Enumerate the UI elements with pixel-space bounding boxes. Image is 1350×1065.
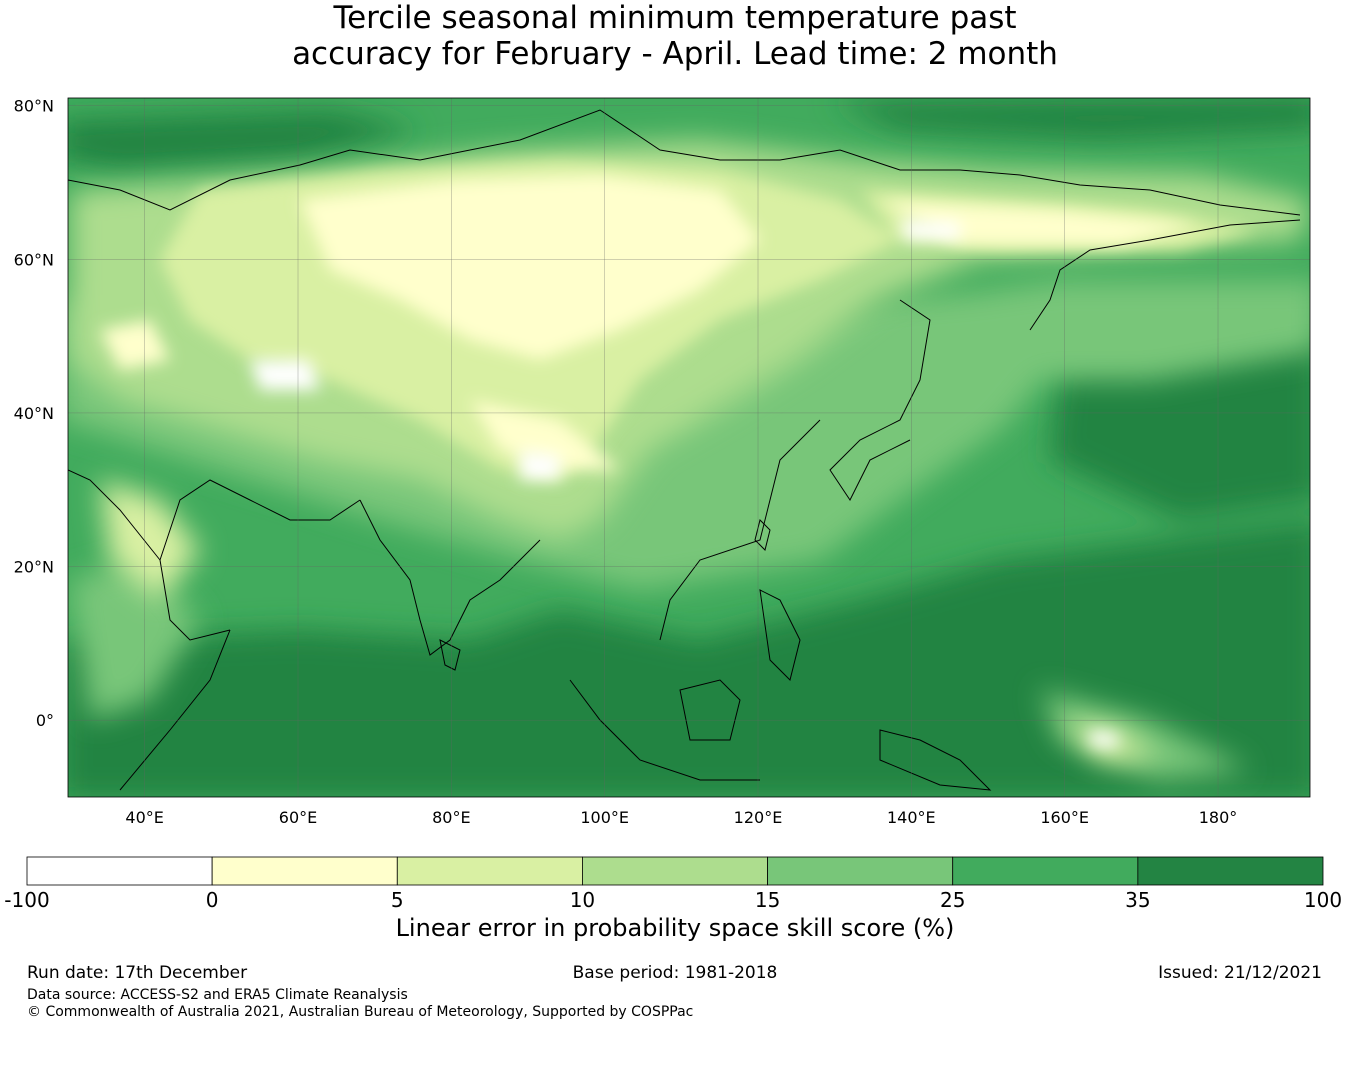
lon-label: 140°E	[887, 808, 936, 827]
lat-label: 0°	[36, 711, 54, 730]
lon-label: 120°E	[734, 808, 783, 827]
coastlines	[68, 109, 1301, 791]
lon-label: 60°E	[279, 808, 317, 827]
skill-high-regions	[68, 98, 1310, 797]
colorbar-tick-label: 100	[1304, 888, 1342, 912]
colorbar-bin	[211, 856, 398, 886]
colorbar-label: Linear error in probability space skill …	[395, 914, 955, 942]
colorbar-bin	[952, 856, 1139, 886]
latitude-labels: 80°N 60°N 40°N 20°N 0°	[14, 97, 54, 731]
colorbar-bin	[582, 856, 768, 886]
colorbar-tick-label: 5	[391, 888, 404, 912]
graticule	[68, 98, 1310, 797]
lon-label: 180°	[1199, 808, 1238, 827]
lon-label: 80°E	[432, 808, 470, 827]
lon-label: 160°E	[1040, 808, 1089, 827]
lat-label: 80°N	[14, 97, 54, 116]
lat-label: 40°N	[14, 404, 54, 423]
base-period: Base period: 1981-2018	[572, 963, 778, 983]
colorbar-tick-label: 35	[1125, 888, 1150, 912]
colorbar-tick-label: 15	[755, 888, 780, 912]
longitude-labels: 40°E 60°E 80°E 100°E 120°E 140°E 160°E 180°	[125, 808, 1237, 827]
colorbar	[26, 856, 1324, 886]
issued-date: Issued: 21/12/2021	[1158, 963, 1322, 983]
colorbar-tick-label: 0	[206, 888, 219, 912]
skill-field	[68, 98, 1310, 797]
data-source: Data source: ACCESS-S2 and ERA5 Climate …	[27, 987, 408, 1003]
lon-label: 100°E	[580, 808, 629, 827]
colorbar-tick-label: 25	[940, 888, 965, 912]
colorbar-ticks: -100 0 5 10 15 25 35 100	[4, 888, 1342, 912]
lat-label: 20°N	[14, 558, 54, 577]
colorbar-tick-label: 10	[570, 888, 595, 912]
skill-negative-patches	[250, 220, 1120, 748]
colorbar-bin	[396, 856, 583, 886]
lat-label: 60°N	[14, 250, 54, 269]
map-title: Tercile seasonal minimum temperature pas…	[0, 0, 1350, 72]
colorbar-tick-label: -100	[4, 888, 49, 912]
colorbar-bin	[767, 856, 954, 886]
copyright: © Commonwealth of Australia 2021, Austra…	[27, 1004, 694, 1020]
run-date: Run date: 17th December	[27, 963, 248, 983]
colorbar-bin	[1137, 856, 1324, 886]
lon-label: 40°E	[125, 808, 163, 827]
title-line-1: Tercile seasonal minimum temperature pas…	[333, 0, 1017, 36]
map-frame	[67, 97, 1311, 798]
colorbar-bin	[26, 856, 213, 886]
title-line-2: accuracy for February - April. Lead time…	[292, 36, 1058, 72]
